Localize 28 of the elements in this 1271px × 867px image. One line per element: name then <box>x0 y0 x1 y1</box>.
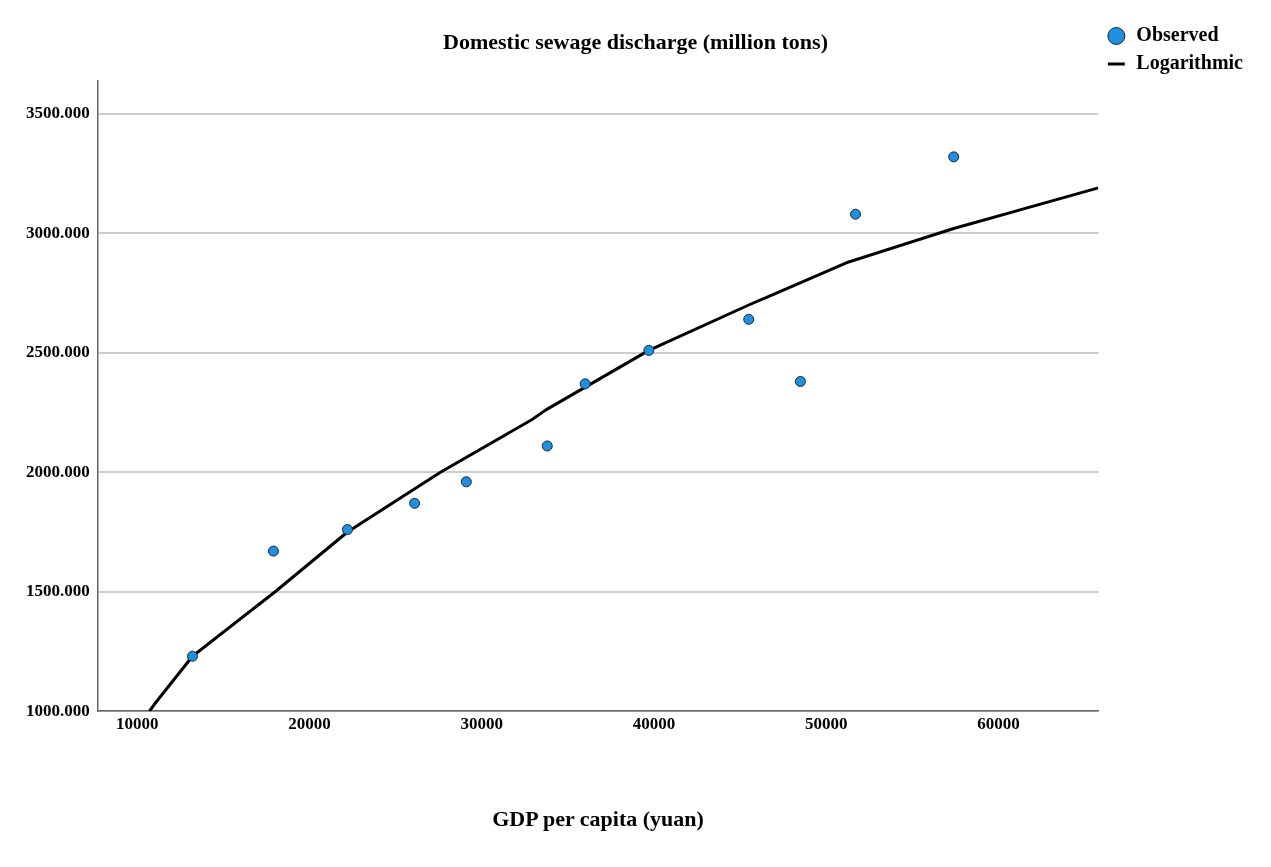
y-tick-label: 3000.000 <box>26 222 90 242</box>
x-tick-label: 40000 <box>632 713 676 733</box>
point <box>643 344 655 356</box>
point <box>579 378 591 390</box>
point <box>341 524 353 536</box>
point <box>186 650 198 662</box>
y-axis-title: Domestic sewage discharge (million tons) <box>443 28 828 54</box>
point <box>541 440 553 452</box>
x-tick-label: 30000 <box>460 713 504 733</box>
legend-label: Logarithmic <box>1136 51 1244 75</box>
point <box>948 151 960 163</box>
point <box>850 208 862 220</box>
legend-label: Observed <box>1136 23 1219 46</box>
x-tick-label: 60000 <box>977 713 1020 733</box>
x-tick-label: 10000 <box>116 713 159 733</box>
point <box>460 476 472 488</box>
y-tick-label: 2000.000 <box>26 461 90 481</box>
point <box>409 497 421 509</box>
x-tick-label: 50000 <box>804 713 848 733</box>
y-tick-label: 2500.000 <box>26 342 90 362</box>
point <box>794 375 806 387</box>
x-tick-label: 20000 <box>288 713 331 733</box>
y-tick-label: 1500.000 <box>26 581 90 601</box>
point <box>743 313 755 325</box>
y-tick-label: 3500.000 <box>26 103 90 123</box>
x-axis-title: GDP per capita (yuan) <box>492 806 704 832</box>
y-tick-label: 1000.000 <box>26 700 90 720</box>
point <box>267 545 279 557</box>
